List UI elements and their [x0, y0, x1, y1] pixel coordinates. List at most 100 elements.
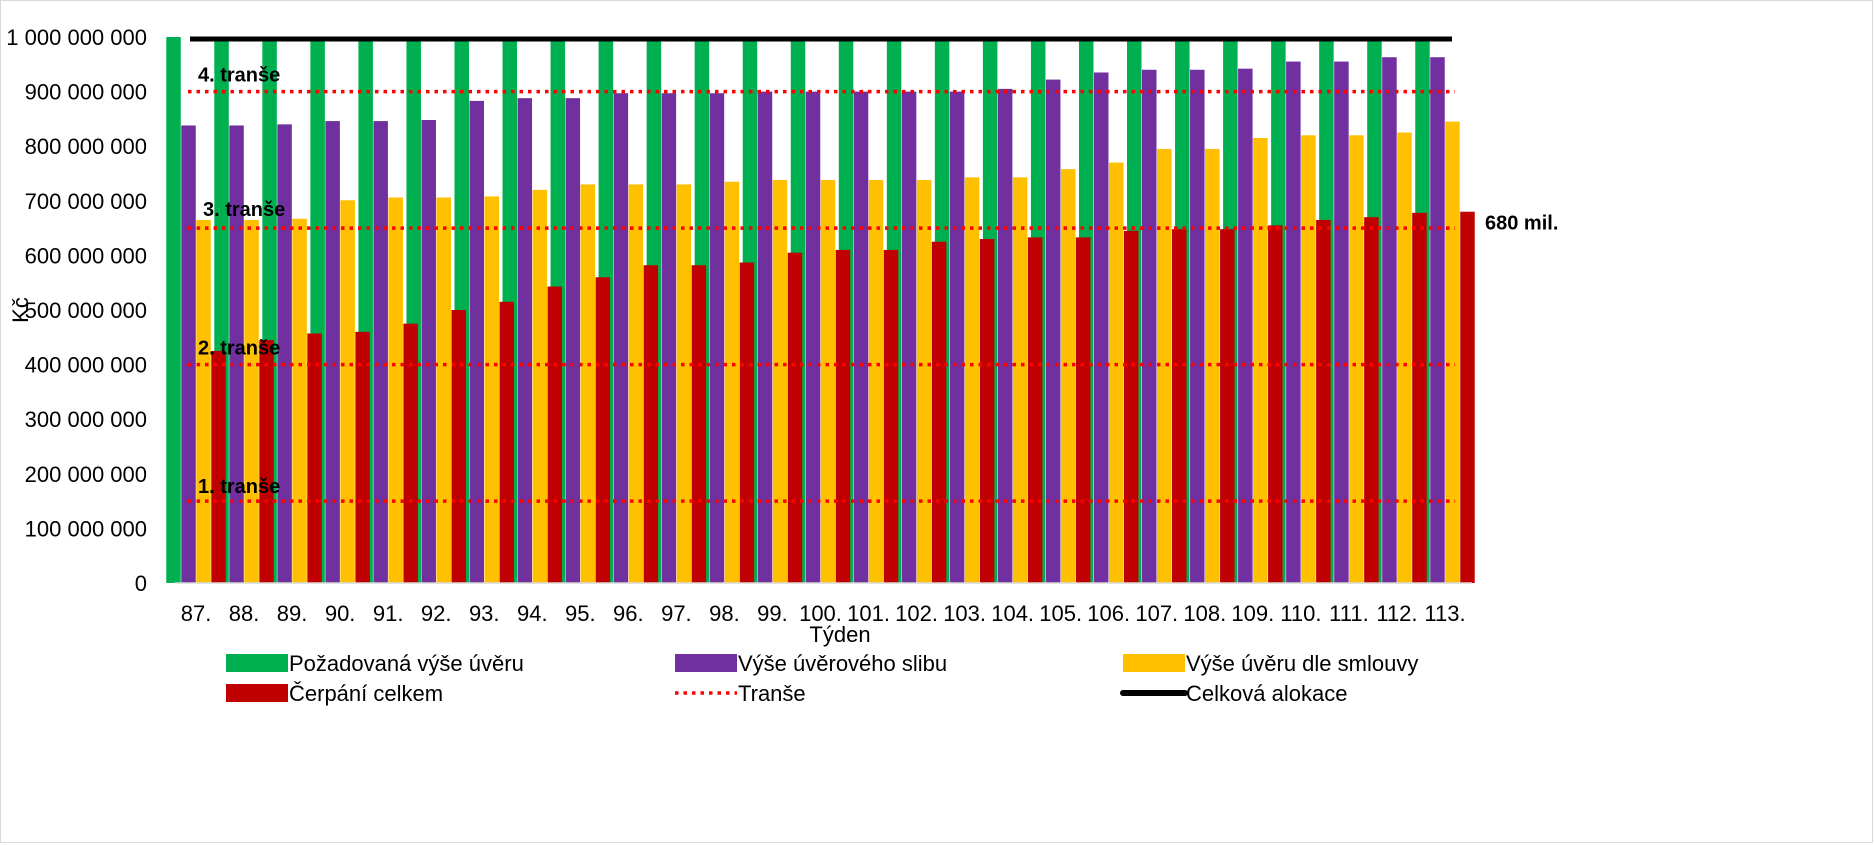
bar-9-series-1 — [613, 93, 629, 583]
bar-16-series-3 — [979, 239, 995, 583]
tranche-label: 3. tranše — [203, 199, 285, 221]
bar-8-series-1 — [565, 98, 581, 583]
bar-23-series-1 — [1286, 61, 1301, 583]
legend-label: Tranše — [738, 681, 806, 706]
x-tick-label: 89. — [277, 601, 308, 626]
bar-25-series-2 — [1397, 132, 1412, 584]
y-tick-label: 500 000 000 — [25, 298, 147, 323]
legend-item-contract: Výše úvěru dle smlouvy — [1123, 651, 1418, 676]
bar-12-series-1 — [757, 91, 773, 583]
bar-24-series-1 — [1334, 61, 1349, 583]
legend-item-requested: Požadovaná výše úvěru — [226, 651, 524, 676]
bar-20-series-3 — [1172, 229, 1187, 583]
bar-22-series-1 — [1238, 68, 1253, 584]
x-tick-label: 94. — [517, 601, 548, 626]
x-tick-label: 104. — [991, 601, 1034, 626]
bar-16-series-1 — [949, 91, 965, 583]
bar-18-series-3 — [1075, 237, 1091, 583]
bar-24-series-2 — [1349, 135, 1364, 583]
tranche-label: 1. tranše — [198, 476, 280, 498]
bar-1-series-3 — [259, 340, 274, 583]
bar-16-series-2 — [964, 177, 980, 583]
x-axis-title: Týden — [809, 622, 870, 647]
y-tick-label: 0 — [135, 571, 147, 596]
bar-4-series-2 — [388, 197, 403, 584]
bar-6-series-1 — [469, 100, 484, 583]
bar-23-series-3 — [1316, 219, 1331, 583]
x-tick-label: 108. — [1183, 601, 1226, 626]
bar-17-series-2 — [1012, 177, 1028, 583]
bar-14-series-2 — [868, 180, 884, 583]
bar-10-series-1 — [661, 93, 677, 583]
legend-swatch — [1123, 654, 1185, 672]
bar-0-series-2 — [196, 219, 211, 583]
bar-10-series-3 — [691, 265, 707, 583]
bar-2-series-2 — [292, 218, 307, 583]
x-tick-label: 90. — [325, 601, 356, 626]
bar-5-series-1 — [421, 119, 436, 583]
bar-13-series-3 — [835, 249, 851, 583]
bar-11-series-3 — [739, 262, 755, 583]
x-tick-label: 92. — [421, 601, 452, 626]
bar-23-series-2 — [1301, 135, 1316, 583]
legend-swatch — [226, 684, 288, 702]
bar-19-series-2 — [1108, 162, 1124, 583]
bar-20-series-2 — [1157, 148, 1172, 583]
legend-item-promise: Výše úvěrového slibu — [675, 651, 947, 676]
bar-3-series-3 — [355, 331, 370, 583]
x-tick-label: 87. — [181, 601, 212, 626]
bar-0-series-0 — [166, 37, 181, 583]
bar-0-series-1 — [181, 125, 196, 584]
bar-26-series-3 — [1460, 211, 1475, 583]
bar-9-series-3 — [643, 265, 659, 583]
bar-6-series-3 — [499, 301, 514, 583]
bar-22-series-3 — [1268, 225, 1283, 583]
bar-8-series-2 — [580, 184, 596, 584]
bar-20-series-1 — [1142, 69, 1157, 583]
x-tick-label: 106. — [1087, 601, 1130, 626]
bar-5-series-2 — [436, 197, 451, 584]
bar-15-series-1 — [901, 91, 917, 583]
bar-14-series-3 — [883, 249, 899, 583]
x-tick-label: 95. — [565, 601, 596, 626]
x-tick-label: 107. — [1135, 601, 1178, 626]
bar-1-series-2 — [244, 219, 259, 583]
legend-label: Čerpání celkem — [289, 681, 443, 706]
x-tick-label: 96. — [613, 601, 644, 626]
legend-label: Výše úvěru dle smlouvy — [1186, 651, 1418, 676]
bar-25-series-1 — [1382, 57, 1397, 583]
bar-18-series-1 — [1045, 79, 1061, 583]
bar-2-series-1 — [277, 124, 292, 584]
x-tick-label: 109. — [1231, 601, 1274, 626]
bar-17-series-3 — [1027, 237, 1043, 583]
bar-4-series-1 — [373, 121, 388, 584]
legend-swatch — [675, 654, 737, 672]
bar-26-series-2 — [1445, 121, 1460, 583]
reference-lines — [188, 36, 1455, 503]
bar-19-series-3 — [1123, 230, 1139, 583]
x-tick-label: 88. — [229, 601, 260, 626]
bar-12-series-2 — [772, 180, 788, 583]
x-tick-label: 98. — [709, 601, 740, 626]
bar-3-series-1 — [325, 121, 340, 584]
bars — [166, 37, 1475, 584]
bar-14-series-1 — [853, 91, 869, 583]
bar-10-series-2 — [676, 184, 692, 584]
bar-21-series-2 — [1205, 148, 1220, 583]
annotations: 1. tranše 2. tranše 3. tranše 4. tranše 680 … — [198, 65, 1558, 499]
bar-4-series-3 — [403, 323, 418, 583]
bar-5-series-3 — [451, 310, 466, 583]
tranche-label: 2. tranše — [198, 338, 280, 360]
y-tick-label: 800 000 000 — [25, 134, 147, 159]
bar-1-series-1 — [229, 125, 244, 584]
y-tick-label: 400 000 000 — [25, 353, 147, 378]
bar-3-series-2 — [340, 200, 355, 583]
x-tick-label: 91. — [373, 601, 404, 626]
x-tick-label: 99. — [757, 601, 788, 626]
tranche-label: 4. tranše — [198, 65, 280, 87]
bar-13-series-1 — [805, 91, 821, 583]
legend-item-total: Celková alokace — [1120, 681, 1347, 706]
bar-17-series-1 — [997, 88, 1013, 584]
